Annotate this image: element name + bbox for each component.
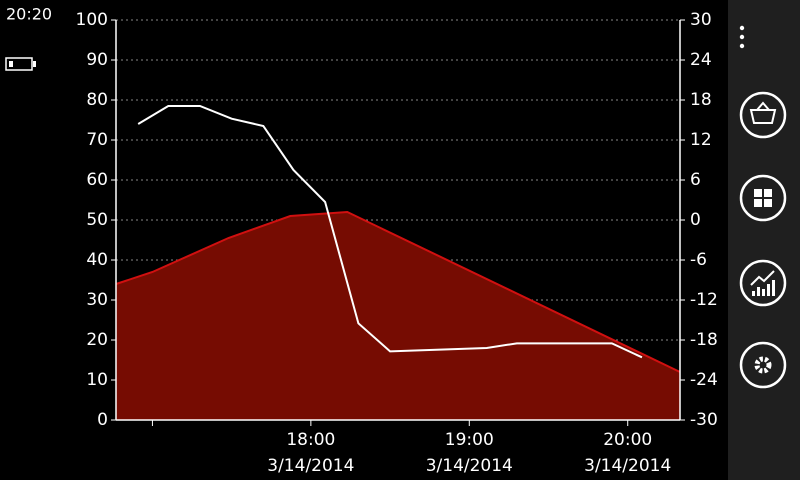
y-tick-label: 0 [97, 410, 108, 430]
y-tick-label: 70 [86, 130, 108, 150]
app-bar [728, 0, 800, 480]
y-tick-label: 80 [86, 90, 108, 110]
x-tick-label: 19:00 [445, 430, 494, 450]
y2-tick-label: -12 [690, 290, 718, 310]
y-tick-label: 50 [86, 210, 108, 230]
area [116, 212, 680, 420]
y-tick-label: 40 [86, 250, 108, 270]
y-tick-label: 60 [86, 170, 108, 190]
trend-button[interactable] [739, 259, 787, 307]
y2-tick-label: -6 [690, 250, 707, 270]
y-tick-label: 10 [86, 370, 108, 390]
x-tick-label: 18:00 [286, 430, 335, 450]
x-tick-label: 20:00 [603, 430, 652, 450]
more-button[interactable] [739, 25, 745, 49]
tiles-button[interactable] [739, 174, 787, 222]
basket-button[interactable] [739, 91, 787, 139]
plot: 0 10 20 30 40 50 60 70 80 90 100 -30 -24 -18 -12 -6 0 6 12… [76, 10, 718, 476]
y2-tick-label: 6 [690, 170, 701, 190]
x-tick-date: 3/14/2014 [584, 456, 671, 476]
y2-tick-label: 18 [690, 90, 712, 110]
line [137, 105, 643, 359]
battery-icon [5, 57, 36, 71]
y-tick-label: 30 [86, 290, 108, 310]
y2-tick-label: -30 [690, 410, 718, 430]
y2-tick-label: -24 [690, 370, 718, 390]
y2-tick-label: -18 [690, 330, 718, 350]
x-tick-date: 3/14/2014 [267, 456, 354, 476]
settings-button[interactable] [739, 341, 787, 389]
y2-tick-label: 12 [690, 130, 712, 150]
area-edge [115, 210, 681, 373]
x-tick-date: 3/14/2014 [426, 456, 513, 476]
y-tick-label: 90 [86, 50, 108, 70]
y2-tick-label: 30 [690, 10, 712, 30]
clock: 20:20 [6, 5, 52, 24]
y-tick-label: 20 [86, 330, 108, 350]
y-tick-label: 100 [76, 10, 108, 30]
y2-tick-label: 0 [690, 210, 701, 230]
y2-tick-label: 24 [690, 50, 712, 70]
